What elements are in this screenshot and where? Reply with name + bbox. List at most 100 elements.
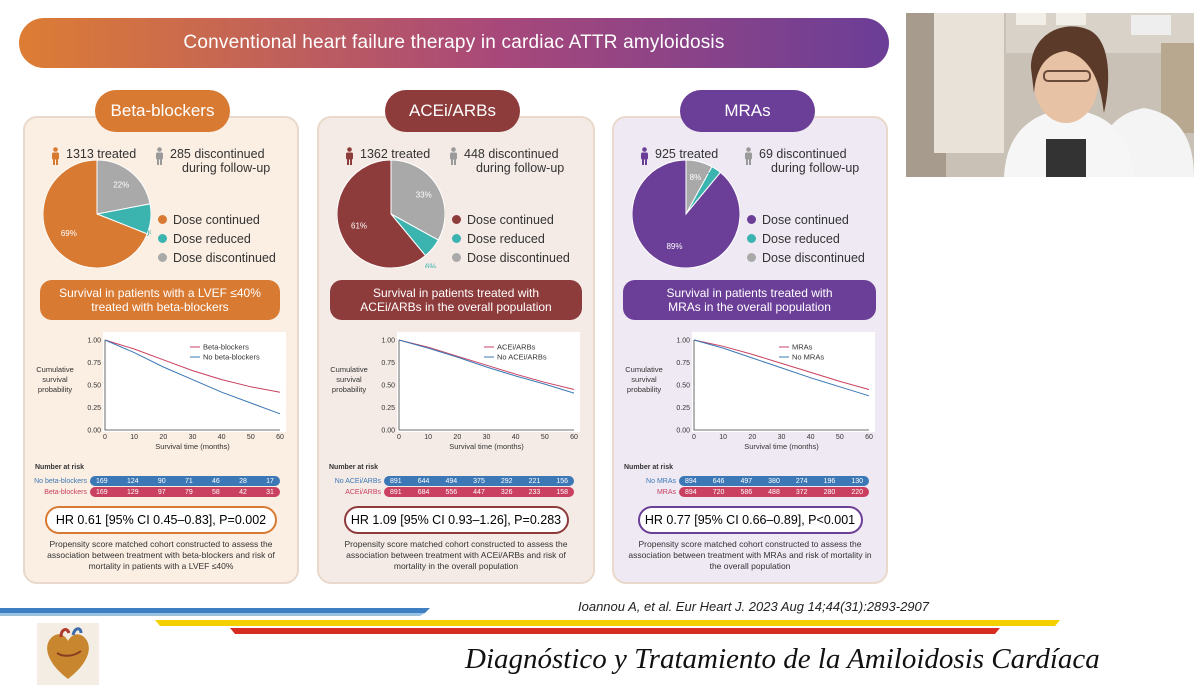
legend-item: Dose reduced — [158, 229, 276, 248]
legend-dot — [747, 234, 756, 243]
y-tick-label: 1.00 — [87, 338, 101, 345]
legend-dot — [158, 253, 167, 262]
x-tick-label: 60 — [865, 434, 873, 441]
survival-chart: 1.00 0.75 0.50 0.25 0.000 10 20 30 40 50 60 Surviva… — [625, 332, 875, 451]
hazard-ratio-badge: HR 0.61 [95% CI 0.45–0.83], P=0.002 — [45, 506, 277, 534]
legend-label: Dose reduced — [762, 231, 840, 246]
x-tick-label: 10 — [130, 434, 138, 441]
discontinued-label: 285 discontinued during follow-up — [170, 147, 270, 175]
x-tick-label: 20 — [159, 434, 167, 441]
legend-label: Dose reduced — [173, 231, 251, 246]
legend-item: Dose continued — [158, 210, 276, 229]
y-tick-label: 0.50 — [676, 383, 690, 390]
treated-label: 1362 treated — [360, 147, 431, 161]
person-icon — [641, 147, 648, 165]
pie-slice — [43, 160, 148, 268]
x-tick-label: 20 — [453, 434, 461, 441]
panel-title-pill: ACEi/ARBs — [385, 90, 520, 132]
person-icon — [156, 147, 163, 165]
risk-cell: 274 — [795, 477, 808, 485]
series-legend-label: No ACEi/ARBs — [497, 353, 547, 362]
risk-cell: 380 — [768, 477, 780, 485]
risk-cell: 891 — [390, 488, 402, 496]
y-axis-label: Cumulative — [625, 365, 663, 374]
pie-slice-label: 8% — [690, 173, 702, 182]
legend-item: Dose discontinued — [158, 248, 276, 267]
x-tick-label: 50 — [836, 434, 844, 441]
risk-table-row: MRAs 894 720 586 488 372 280 220 — [607, 487, 869, 497]
presenter-webcam[interactable] — [906, 13, 1194, 177]
dose-pie-chart: 22% 9% 69% — [43, 160, 151, 268]
risk-cell: 280 — [823, 488, 836, 496]
series-line — [398, 339, 575, 394]
series-line — [104, 339, 281, 393]
risk-cell: 46 — [212, 477, 220, 485]
risk-cell: 158 — [556, 488, 568, 496]
treated-label: 1313 treated — [66, 147, 137, 161]
y-tick-label: 0.25 — [87, 405, 101, 412]
risk-cell: 375 — [473, 477, 485, 485]
discontinued-line: 69 discontinued — [759, 147, 847, 161]
x-tick-label: 50 — [247, 434, 255, 441]
risk-cell: 646 — [712, 477, 725, 485]
risk-row-values: 169 124 90 71 46 28 17 — [90, 476, 280, 486]
legend-item: Dose continued — [452, 210, 570, 229]
person-icon — [346, 147, 353, 165]
pie-legend: Dose continued Dose reduced Dose discontin… — [747, 210, 865, 267]
x-tick-label: 60 — [570, 434, 578, 441]
legend-dot — [158, 215, 167, 224]
presenter-video-icon — [906, 13, 1194, 177]
risk-cell: 494 — [445, 477, 458, 485]
y-tick-label: 1.00 — [676, 338, 690, 345]
x-tick-label: 30 — [483, 434, 491, 441]
risk-cell: 644 — [417, 477, 430, 485]
x-axis-label: Survival time (months) — [744, 442, 819, 451]
risk-table-row: No ACEi/ARBs 891 644 494 375 292 221 156 — [312, 476, 574, 486]
x-tick-label: 0 — [692, 434, 696, 441]
legend-item: Dose discontinued — [452, 248, 570, 267]
x-tick-label: 50 — [541, 434, 549, 441]
discontinued-line: during follow-up — [476, 161, 565, 175]
panel-title-pill: Beta-blockers — [95, 90, 230, 132]
treated-count: 1313 treated — [51, 147, 136, 165]
survival-subtitle: Survival in patients treated with MRAs in… — [623, 280, 876, 320]
chart-axes — [398, 340, 574, 431]
risk-cell: 71 — [184, 477, 193, 485]
treated-count: 1362 treated — [345, 147, 430, 165]
legend-dot — [747, 215, 756, 224]
risk-cell: 220 — [851, 488, 863, 496]
y-axis-label: probability — [38, 385, 72, 394]
legend-label: Dose discontinued — [173, 250, 276, 265]
legend-dot — [452, 234, 461, 243]
survival-subtitle: Survival in patients with a LVEF ≤40% tre… — [40, 280, 280, 320]
pie-slice — [390, 160, 445, 241]
discontinued-count: 69 discontinued during follow-up — [744, 147, 859, 175]
legend-label: Dose continued — [762, 212, 849, 227]
person-icon — [745, 147, 752, 165]
y-tick-label: 0.00 — [87, 428, 101, 435]
series-line — [693, 339, 870, 397]
series-line — [104, 339, 281, 415]
risk-cell: 196 — [823, 477, 836, 485]
legend-dot — [452, 253, 461, 262]
y-tick-label: 0.25 — [676, 405, 690, 412]
slide-banner: Conventional heart failure therapy in ca… — [19, 18, 889, 68]
risk-row-values: 891 644 494 375 292 221 156 — [384, 476, 574, 486]
legend-dot — [158, 234, 167, 243]
risk-cell: 447 — [473, 488, 485, 496]
risk-row-values: 169 129 97 79 58 42 31 — [90, 487, 280, 497]
dose-pie-chart: 8% 3% 89% — [632, 160, 740, 268]
y-axis-label: Cumulative — [330, 365, 368, 374]
risk-table-title: Number at risk — [35, 464, 85, 471]
y-tick-label: 0.75 — [381, 360, 395, 367]
pie-slice-label: 9% — [145, 229, 151, 238]
pie-legend: Dose continued Dose reduced Dose discontin… — [158, 210, 276, 267]
risk-cell: 31 — [266, 488, 274, 496]
x-tick-label: 30 — [189, 434, 197, 441]
dose-pie-chart: 33% 6% 61% — [337, 160, 445, 268]
risk-row-label: No MRAs — [646, 477, 676, 485]
chart-axes — [693, 340, 869, 431]
subtitle-text: Survival in patients treated with ACEi/AR… — [360, 286, 551, 314]
risk-cell: 28 — [239, 477, 247, 485]
x-tick-label: 40 — [512, 434, 520, 441]
